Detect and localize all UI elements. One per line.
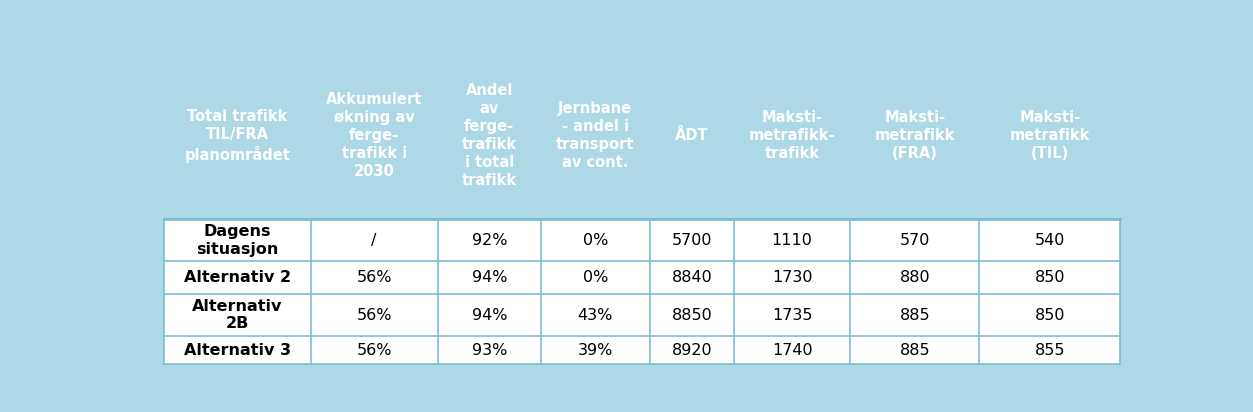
Text: 880: 880 xyxy=(900,270,930,285)
Text: Jernbane
- andel i
transport
av cont.: Jernbane - andel i transport av cont. xyxy=(556,101,634,171)
Text: Maksti-
metrafikk
(FRA): Maksti- metrafikk (FRA) xyxy=(875,110,955,162)
Text: 540: 540 xyxy=(1035,233,1065,248)
Text: Alternativ
2B: Alternativ 2B xyxy=(192,299,283,331)
Text: 1740: 1740 xyxy=(772,343,812,358)
Text: 850: 850 xyxy=(1035,308,1065,323)
Text: 855: 855 xyxy=(1035,343,1065,358)
Text: 850: 850 xyxy=(1035,270,1065,285)
Text: /: / xyxy=(371,233,377,248)
Text: 885: 885 xyxy=(900,308,930,323)
Text: 5700: 5700 xyxy=(672,233,712,248)
Text: 0%: 0% xyxy=(583,233,608,248)
Text: Andel
av
ferge-
trafikk
i total
trafikk: Andel av ferge- trafikk i total trafikk xyxy=(461,84,516,188)
Text: 1730: 1730 xyxy=(772,270,812,285)
Text: 56%: 56% xyxy=(356,270,392,285)
Text: Alternativ 2: Alternativ 2 xyxy=(184,270,291,285)
Text: 94%: 94% xyxy=(471,308,507,323)
Text: 1735: 1735 xyxy=(772,308,812,323)
Text: 8850: 8850 xyxy=(672,308,712,323)
Text: 93%: 93% xyxy=(471,343,507,358)
Text: 92%: 92% xyxy=(471,233,507,248)
Bar xyxy=(164,294,1120,336)
Text: 56%: 56% xyxy=(356,308,392,323)
Text: 8840: 8840 xyxy=(672,270,712,285)
Text: Dagens
situasjon: Dagens situasjon xyxy=(197,224,278,257)
Bar xyxy=(164,336,1120,364)
Text: 43%: 43% xyxy=(578,308,613,323)
Text: ÅDT: ÅDT xyxy=(675,129,709,143)
Text: Alternativ 3: Alternativ 3 xyxy=(184,343,291,358)
Bar xyxy=(164,53,1120,219)
Text: 39%: 39% xyxy=(578,343,613,358)
Text: Maksti-
metrafikk
(TIL): Maksti- metrafikk (TIL) xyxy=(1010,110,1090,162)
Text: Total trafikk
TIL/FRA
planområdet: Total trafikk TIL/FRA planområdet xyxy=(184,109,291,163)
Text: 56%: 56% xyxy=(356,343,392,358)
Text: 570: 570 xyxy=(900,233,930,248)
Bar xyxy=(164,261,1120,294)
Bar xyxy=(164,219,1120,261)
Text: 0%: 0% xyxy=(583,270,608,285)
Text: 8920: 8920 xyxy=(672,343,712,358)
Text: 1110: 1110 xyxy=(772,233,813,248)
Text: 94%: 94% xyxy=(471,270,507,285)
Text: 885: 885 xyxy=(900,343,930,358)
Text: Maksti-
metrafikk-
trafikk: Maksti- metrafikk- trafikk xyxy=(749,110,836,162)
Text: Akkumulert
økning av
ferge-
trafikk i
2030: Akkumulert økning av ferge- trafikk i 20… xyxy=(326,92,422,180)
